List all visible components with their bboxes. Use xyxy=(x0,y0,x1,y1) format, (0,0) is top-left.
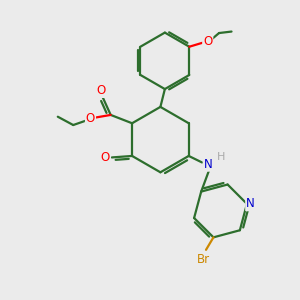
Text: Br: Br xyxy=(196,253,210,266)
Text: H: H xyxy=(217,152,226,161)
Text: O: O xyxy=(101,151,110,164)
Text: O: O xyxy=(86,112,95,125)
Text: N: N xyxy=(204,158,212,171)
Text: N: N xyxy=(246,197,255,210)
Text: O: O xyxy=(203,35,212,48)
Text: O: O xyxy=(96,84,106,97)
